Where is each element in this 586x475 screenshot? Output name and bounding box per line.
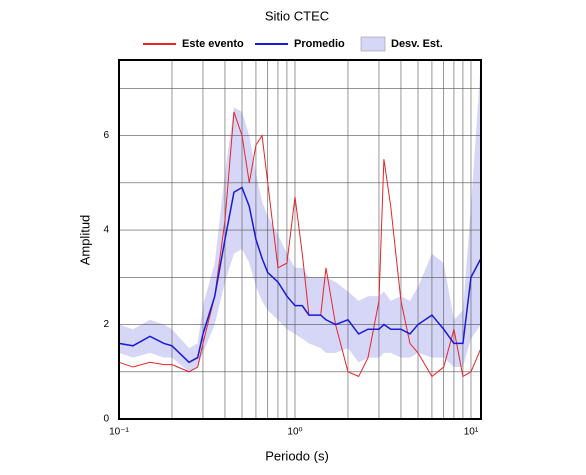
- legend-label: Promedio: [294, 38, 345, 50]
- legend-label: Este evento: [182, 38, 244, 50]
- y-tick-label: 4: [103, 225, 109, 236]
- legend-label: Desv. Est.: [391, 38, 443, 50]
- plot-frame: [118, 59, 482, 420]
- chart-title: Sitio CTEC: [265, 8, 329, 23]
- x-tick-label: 10¹: [464, 427, 479, 438]
- y-tick-label: 6: [103, 130, 109, 141]
- legend-swatch: [360, 36, 386, 52]
- series-line: [118, 186, 482, 364]
- std-band: [119, 60, 481, 372]
- x-axis-label: Periodo (s): [265, 448, 329, 463]
- x-tick-label: 10⁻¹: [109, 427, 129, 438]
- x-tick-label: 10⁰: [287, 427, 302, 438]
- y-tick-label: 2: [103, 319, 109, 330]
- series-line: [118, 111, 482, 378]
- y-tick-label: 0: [103, 414, 109, 425]
- y-axis-label: Amplitud: [77, 215, 92, 266]
